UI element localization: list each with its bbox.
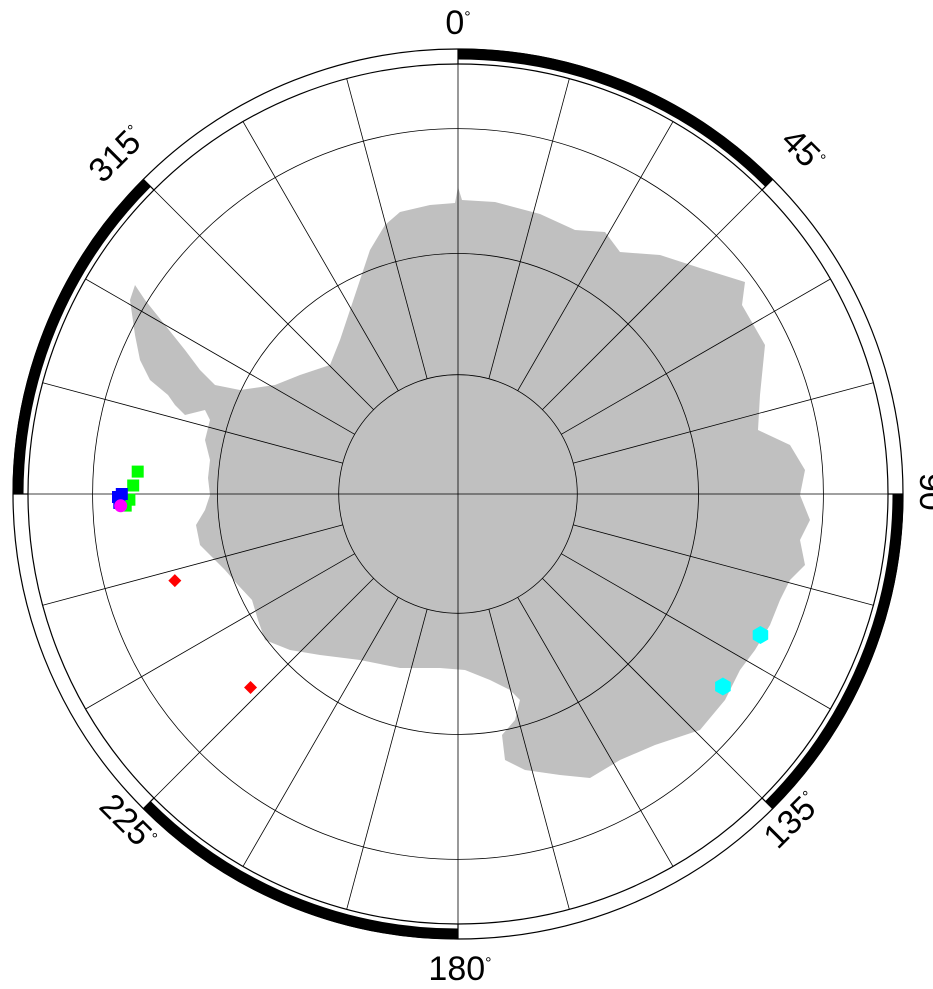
red-diamond-marker (168, 574, 182, 588)
red-diamond-marker (244, 680, 258, 694)
frame-tick (142, 797, 155, 810)
meridian-line (517, 597, 674, 867)
meridian-line (85, 278, 355, 435)
meridian-line (542, 189, 763, 410)
frame-tick (761, 797, 774, 810)
lon-label-0: 0° (445, 4, 470, 42)
meridian-line (153, 578, 374, 799)
lon-label-270: 270° (0, 463, 4, 526)
meridian-line (85, 553, 355, 710)
frame-band-black (12, 179, 151, 495)
lon-label-90: 90° (912, 473, 933, 517)
green-square-marker (131, 465, 144, 478)
graticule (28, 64, 888, 924)
frame-band-black (457, 48, 773, 187)
meridian-line (561, 278, 831, 435)
frame-band-black (765, 493, 904, 809)
meridian-line (346, 609, 428, 910)
meridian-line (517, 121, 674, 391)
frame-band-black (143, 801, 459, 940)
meridian-line (488, 78, 570, 379)
meridian-line (42, 382, 343, 464)
meridian-line (573, 382, 874, 464)
map-frame (12, 48, 904, 940)
meridian-line (346, 78, 428, 379)
antarctica-land-shape (130, 187, 810, 778)
lon-label-315: 315° (81, 118, 153, 190)
frame-tick (761, 178, 774, 191)
meridian-line (42, 524, 343, 606)
lon-label-45: 45° (774, 121, 832, 179)
meridian-line (153, 189, 374, 410)
frame-tick (142, 178, 155, 191)
green-square-marker (127, 479, 140, 492)
meridian-line (542, 578, 763, 799)
lon-label-180: 180° (428, 950, 491, 988)
meridian-line (242, 121, 399, 391)
meridian-line (561, 553, 831, 710)
meridian-line (573, 524, 874, 606)
meridian-line (488, 609, 570, 910)
magenta-circle-marker (114, 499, 128, 513)
meridian-line (242, 597, 399, 867)
cyan-hexagon-marker (752, 626, 769, 644)
antarctica-landmass (130, 187, 810, 778)
cyan-hexagon-marker (715, 677, 731, 696)
site-markers (112, 465, 769, 696)
lon-label-135: 135° (756, 784, 828, 856)
